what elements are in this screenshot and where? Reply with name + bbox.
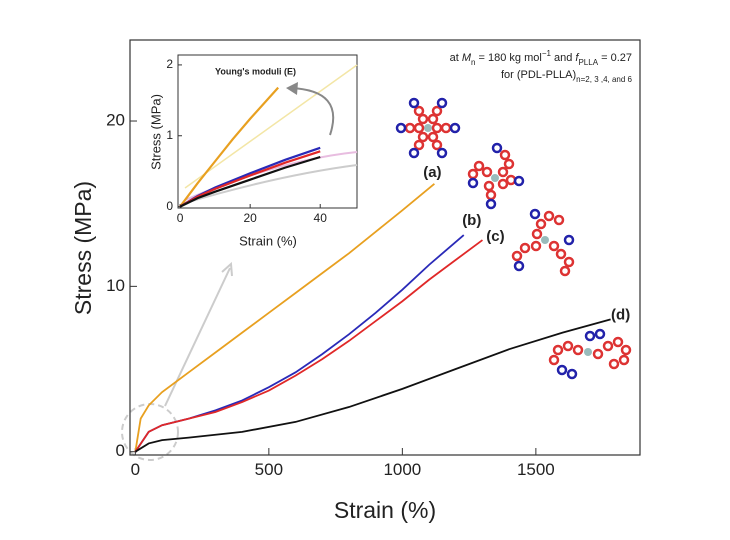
x-tick-label: 0 xyxy=(177,211,184,225)
y-tick-label: 2 xyxy=(166,57,173,71)
x-tick-label: 1500 xyxy=(517,460,555,479)
inset-frame xyxy=(177,54,358,209)
y-tick-label: 1 xyxy=(166,128,173,142)
linear xyxy=(548,328,632,380)
y-tick-label: 0 xyxy=(166,199,173,213)
y-axis-label: Stress (MPa) xyxy=(148,94,163,170)
zoom-arrow-head xyxy=(221,261,233,277)
inset-arrow xyxy=(289,87,335,136)
x-tick-label: 40 xyxy=(314,211,328,225)
series-label: (b) xyxy=(462,212,481,229)
x-tick-label: 20 xyxy=(243,211,257,225)
annotation-part: n xyxy=(471,58,475,67)
y-tick-label: 10 xyxy=(106,276,125,295)
molecule-icons xyxy=(395,97,632,380)
x-tick-label: 500 xyxy=(255,460,283,479)
annotation-part: M xyxy=(462,52,472,64)
series-label: (d) xyxy=(611,306,630,323)
series-label: (c) xyxy=(486,228,504,245)
annotation-part: f xyxy=(575,52,579,64)
annotation: at Mn = 180 kg mol−1 and fPLLA = 0.27 xyxy=(450,49,632,67)
annotation-part: n=2, 3 ,4, and 6 xyxy=(576,75,632,84)
annotation: for (PDL-PLLA)n=2, 3 ,4, and 6 xyxy=(501,69,633,84)
series-line xyxy=(179,155,321,208)
y-tick-label: 0 xyxy=(116,441,125,460)
plot-frame xyxy=(129,39,641,456)
zoom-arrow xyxy=(164,267,231,407)
inset-arrow-head xyxy=(286,82,298,95)
x-tick-label: 1000 xyxy=(383,460,421,479)
series-line xyxy=(134,239,483,453)
series-line xyxy=(179,86,280,208)
annotation-part: at xyxy=(450,52,462,64)
annotation-part: for (PDL-PLLA) xyxy=(501,69,576,81)
series-line xyxy=(134,183,435,452)
annotation-part: and xyxy=(551,52,575,64)
x-axis-label: Strain (%) xyxy=(334,497,436,523)
annotation-part: −1 xyxy=(542,49,552,58)
inset-faded-curve xyxy=(184,164,358,204)
x-tick-label: 0 xyxy=(131,460,140,479)
inset-faded-curve xyxy=(184,64,358,189)
series-label: (a) xyxy=(423,164,441,181)
star-4 xyxy=(467,142,525,210)
star-6 xyxy=(395,97,461,159)
annotation-part: PLLA xyxy=(578,58,598,67)
x-axis-label: Strain (%) xyxy=(239,233,297,248)
y-axis-label: Stress (MPa) xyxy=(70,181,96,315)
series-line xyxy=(134,318,611,453)
annotation-part: = 0.27 xyxy=(598,52,632,64)
annotation-part: = 180 kg mol xyxy=(475,52,541,64)
inset-title: Young's moduli (E) xyxy=(215,66,296,76)
star-3 xyxy=(511,208,575,277)
y-tick-label: 20 xyxy=(106,111,125,130)
